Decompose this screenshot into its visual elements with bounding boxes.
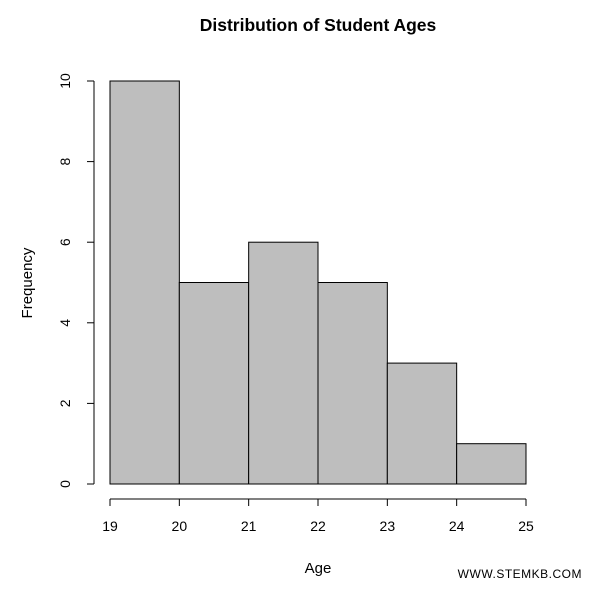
x-axis: 19 20 21 22 23 24 25 [102,498,534,534]
bars-layer [109,80,527,485]
histogram-bar-24-25 [456,443,527,485]
y-tick-label: 10 [57,73,73,89]
x-axis-label: Age [305,560,332,577]
x-tick-label: 20 [172,518,188,534]
histogram-bar-23-24 [386,362,458,485]
x-tick-label: 21 [241,518,257,534]
x-tick-label: 25 [518,518,534,534]
histogram-bar-21-22 [248,241,319,485]
histogram-bar-19-20 [109,80,180,485]
x-tick-label: 19 [102,518,118,534]
histogram-bar-20-21 [178,282,250,485]
y-tick-label: 2 [57,399,73,407]
x-tick-label: 22 [310,518,326,534]
x-tick-label: 24 [449,518,465,534]
histogram-bar-22-23 [317,282,388,485]
y-tick-label: 6 [57,238,73,246]
x-tick-label: 23 [380,518,396,534]
y-tick-label: 8 [57,157,73,165]
y-tick-label: 0 [57,480,73,488]
y-axis: 0 2 4 6 8 10 [57,73,95,488]
chart-title: Distribution of Student Ages [200,15,437,35]
watermark: WWW.STEMKB.COM [458,567,582,581]
y-tick-label: 4 [57,319,73,327]
y-axis-label: Frequency [19,247,36,318]
